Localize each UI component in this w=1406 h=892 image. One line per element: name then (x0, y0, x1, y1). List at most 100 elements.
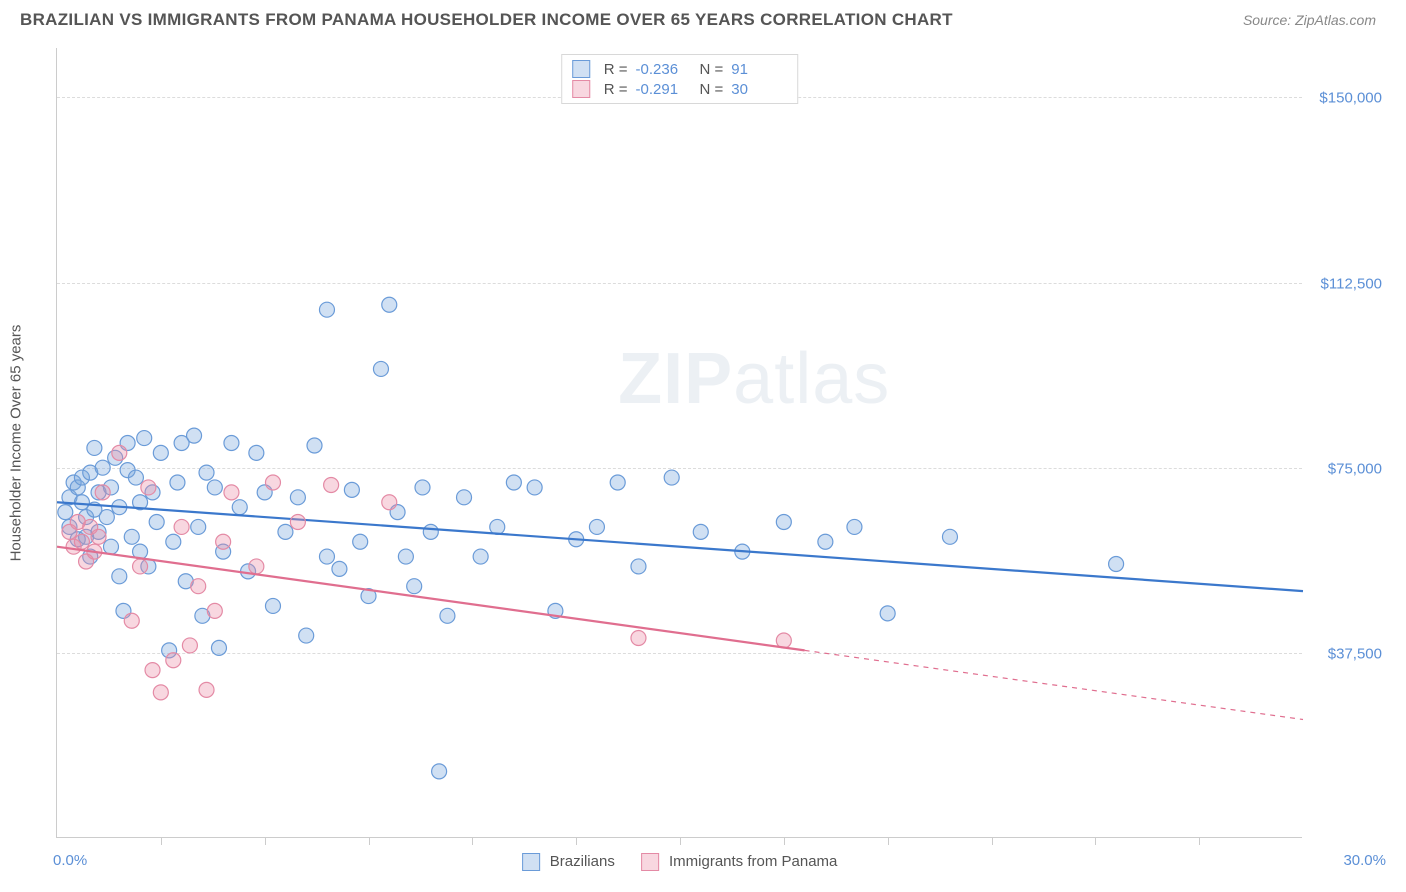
legend-stats: R = -0.236 N = 91 R = -0.291 N = 30 (561, 54, 799, 104)
data-point (307, 438, 322, 453)
data-point (74, 534, 89, 549)
x-tick (992, 837, 993, 845)
x-tick (1199, 837, 1200, 845)
data-point (166, 653, 181, 668)
n-value-1: 30 (731, 81, 787, 98)
data-point (423, 524, 438, 539)
data-point (249, 445, 264, 460)
data-point (589, 519, 604, 534)
n-value-0: 91 (731, 61, 787, 78)
legend-item-panama: Immigrants from Panama (641, 853, 838, 871)
x-tick (472, 837, 473, 845)
x-axis-min-label: 0.0% (53, 852, 87, 869)
data-point (818, 534, 833, 549)
data-point (224, 436, 239, 451)
data-point (58, 505, 73, 520)
data-point (224, 485, 239, 500)
data-point (124, 529, 139, 544)
data-point (87, 440, 102, 455)
data-point (232, 500, 247, 515)
legend-swatch-brazilians (572, 60, 590, 78)
data-point (103, 539, 118, 554)
data-point (880, 606, 895, 621)
data-point (382, 495, 397, 510)
data-point (141, 480, 156, 495)
data-point (112, 569, 127, 584)
data-point (1109, 556, 1124, 571)
data-point (440, 608, 455, 623)
data-point (610, 475, 625, 490)
data-point (174, 519, 189, 534)
data-point (137, 431, 152, 446)
data-point (299, 628, 314, 643)
data-point (373, 361, 388, 376)
data-point (191, 519, 206, 534)
data-point (145, 663, 160, 678)
y-tick-label: $37,500 (1307, 645, 1382, 662)
data-point (664, 470, 679, 485)
x-tick (784, 837, 785, 845)
data-point (211, 640, 226, 655)
y-tick-label: $75,000 (1307, 460, 1382, 477)
data-point (319, 549, 334, 564)
data-point (265, 475, 280, 490)
data-point (278, 524, 293, 539)
data-point (290, 490, 305, 505)
x-tick (680, 837, 681, 845)
data-point (776, 515, 791, 530)
data-point (124, 613, 139, 628)
x-tick (265, 837, 266, 845)
data-point (95, 485, 110, 500)
plot-container: Householder Income Over 65 years ZIPatla… (56, 48, 1386, 838)
r-label: R = (604, 61, 628, 78)
data-point (207, 603, 222, 618)
chart-svg (57, 48, 1302, 837)
data-point (153, 685, 168, 700)
data-point (473, 549, 488, 564)
data-point (457, 490, 472, 505)
legend-stats-row-1: R = -0.291 N = 30 (572, 79, 788, 99)
data-point (249, 559, 264, 574)
r-value-0: -0.236 (636, 61, 692, 78)
data-point (942, 529, 957, 544)
data-point (199, 465, 214, 480)
data-point (95, 460, 110, 475)
y-tick-label: $112,500 (1307, 275, 1382, 292)
x-tick (576, 837, 577, 845)
data-point (415, 480, 430, 495)
chart-title: BRAZILIAN VS IMMIGRANTS FROM PANAMA HOUS… (20, 10, 953, 30)
data-point (847, 519, 862, 534)
legend-label-panama: Immigrants from Panama (669, 853, 837, 870)
data-point (353, 534, 368, 549)
data-point (187, 428, 202, 443)
data-point (527, 480, 542, 495)
x-tick (888, 837, 889, 845)
n-label: N = (700, 81, 724, 98)
data-point (631, 631, 646, 646)
chart-header: BRAZILIAN VS IMMIGRANTS FROM PANAMA HOUS… (0, 0, 1406, 38)
data-point (432, 764, 447, 779)
data-point (149, 515, 164, 530)
r-label: R = (604, 81, 628, 98)
legend-item-brazilians: Brazilians (522, 853, 615, 871)
data-point (506, 475, 521, 490)
data-point (153, 445, 168, 460)
x-tick (369, 837, 370, 845)
data-point (166, 534, 181, 549)
data-point (324, 477, 339, 492)
legend-swatch-brazilians (522, 853, 540, 871)
legend-label-brazilians: Brazilians (550, 853, 615, 870)
regression-line-extrapolated (805, 650, 1303, 719)
data-point (319, 302, 334, 317)
plot-area: ZIPatlas $37,500$75,000$112,500$150,000 … (56, 48, 1302, 838)
data-point (693, 524, 708, 539)
data-point (128, 470, 143, 485)
regression-line (57, 547, 805, 651)
data-point (407, 579, 422, 594)
r-value-1: -0.291 (636, 81, 692, 98)
data-point (216, 534, 231, 549)
x-tick (161, 837, 162, 845)
data-point (631, 559, 646, 574)
data-point (265, 598, 280, 613)
data-point (344, 482, 359, 497)
